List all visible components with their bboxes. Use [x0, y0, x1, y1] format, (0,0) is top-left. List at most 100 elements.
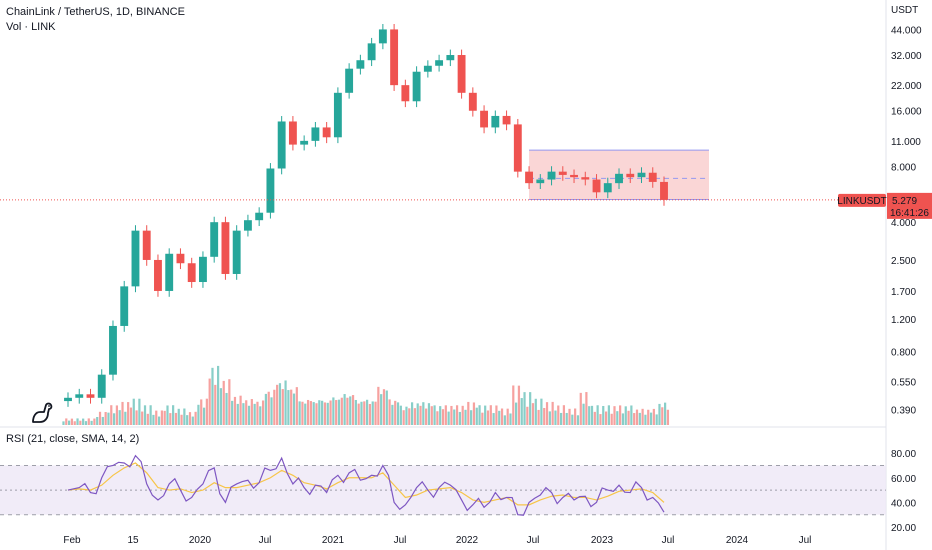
volume-bar [264, 393, 268, 425]
volume-bar [278, 383, 282, 425]
volume-bar [239, 395, 242, 425]
candle-body [165, 253, 174, 291]
volume-bar [143, 405, 147, 425]
volume-bar [394, 400, 397, 425]
time-tick-label: Feb [63, 535, 81, 546]
volume-bar [205, 398, 208, 425]
candle-body [97, 374, 106, 398]
volume-bar [315, 403, 318, 425]
volume-bar [107, 412, 110, 425]
volume-bar [101, 416, 104, 425]
volume-bar [644, 414, 647, 425]
volume-bar [543, 407, 546, 425]
candle-body [367, 43, 376, 61]
volume-bar [200, 399, 203, 425]
symbol-legend[interactable]: ChainLink / TetherUS, 1D, BINANCE [6, 6, 185, 18]
volume-bar [621, 413, 625, 425]
volume-bar [157, 416, 161, 425]
time-tick-label: Jul [799, 535, 812, 546]
volume-bar [335, 400, 338, 425]
volume-bar [534, 398, 537, 425]
candle-body [64, 397, 72, 402]
volume-bar [259, 406, 262, 425]
volume-bar [450, 405, 453, 425]
volume-bar [610, 413, 613, 425]
volume-bar [270, 397, 273, 425]
rsi-tick-label: 80.00 [891, 449, 916, 460]
volume-bar [197, 404, 200, 425]
volume-bar [649, 412, 653, 425]
volume-bar [183, 408, 186, 425]
price-tick-label: 16.000 [891, 107, 922, 118]
time-tick-label: Jul [394, 535, 407, 546]
volume-bar [360, 401, 363, 425]
volume-bar [174, 412, 178, 425]
volume-bars [62, 365, 670, 425]
volume-bar [467, 401, 470, 425]
candle-body [75, 394, 84, 398]
price-tick-label: 44.000 [891, 25, 922, 36]
price-tick-label: 8.000 [891, 162, 916, 173]
volume-bar [579, 392, 582, 425]
volume-bar [396, 402, 400, 425]
candle-body [446, 55, 455, 61]
volume-bar [343, 394, 346, 425]
candle-body [356, 60, 365, 69]
candle-body [502, 115, 511, 125]
volume-bar [455, 405, 459, 425]
volume-bar [425, 408, 428, 425]
candle-body [536, 179, 545, 184]
candle-body [570, 174, 578, 178]
volume-bar [559, 412, 563, 425]
volume-bar [647, 409, 650, 425]
volume-bar [658, 403, 661, 425]
candle-body [109, 325, 117, 375]
volume-bar [458, 411, 461, 425]
volume-bar [90, 420, 93, 425]
volume-bar [304, 403, 307, 425]
candle-body [390, 29, 399, 86]
rsi-legend[interactable]: RSI (21, close, SMA, 14, 2) [6, 433, 140, 445]
volume-bar [118, 410, 121, 425]
price-tick-label: 32.000 [891, 51, 922, 62]
candle-body [243, 220, 252, 231]
price-axis-currency: USDT [891, 5, 918, 16]
candle-body [491, 115, 500, 128]
rsi-tick-label: 60.00 [891, 474, 916, 485]
volume-bar [565, 412, 568, 425]
volume-bar [638, 412, 641, 425]
candle-body [322, 127, 331, 138]
volume-bar [127, 402, 130, 425]
candle-body [581, 177, 590, 180]
price-tick-label: 4.000 [891, 218, 916, 229]
time-tick-label: Jul [259, 535, 272, 546]
volume-bar [217, 365, 220, 425]
tradingview-logo-icon[interactable] [30, 400, 56, 424]
volume-bar [214, 384, 217, 425]
candle-body [300, 140, 309, 145]
candle-body [660, 181, 668, 200]
price-tick-label: 11.000 [891, 137, 921, 148]
time-tick-label: 15 [127, 535, 139, 546]
volume-bar [619, 405, 622, 425]
volume-bar [202, 407, 206, 425]
time-tick-label: 2024 [726, 535, 749, 546]
volume-bar [405, 406, 408, 425]
volume-bar [562, 405, 566, 425]
volume-bar [233, 396, 237, 425]
volume-bar [441, 409, 445, 425]
volume-bar [374, 401, 377, 425]
volume-bar [430, 406, 433, 425]
volume-bar [321, 400, 324, 425]
volume-bar [593, 411, 596, 425]
volume-bar [509, 413, 512, 425]
volume-bar [98, 411, 102, 425]
price-tick-label: 2.500 [891, 256, 916, 267]
volume-bar [276, 384, 279, 425]
volume-legend[interactable]: Vol · LINK [6, 21, 56, 33]
candle-body [637, 172, 646, 178]
candle-body [221, 222, 230, 274]
volume-bar [250, 399, 253, 425]
volume-bar [247, 405, 251, 425]
